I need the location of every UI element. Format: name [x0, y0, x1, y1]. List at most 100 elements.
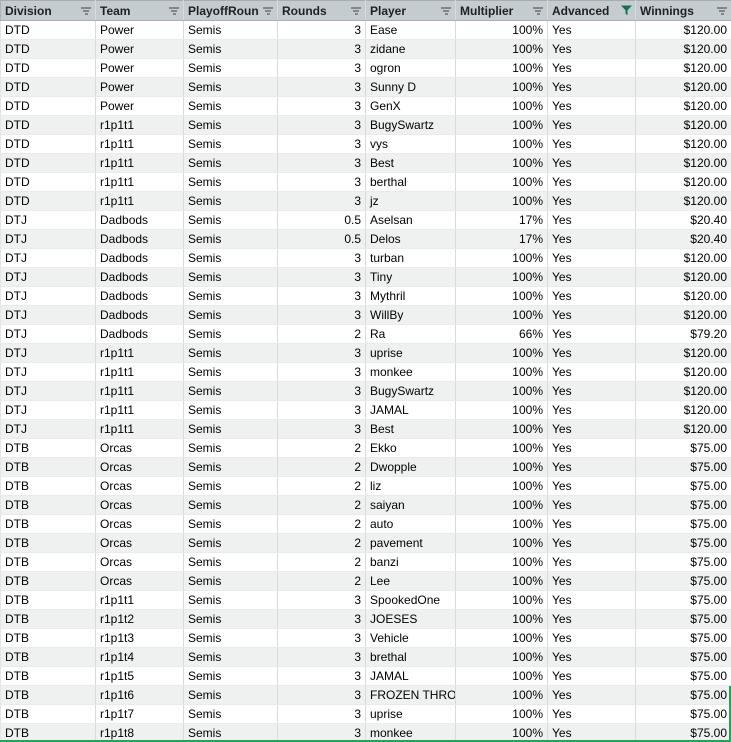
- cell-rounds[interactable]: 2: [277, 552, 366, 572]
- cell-multiplier[interactable]: 100%: [455, 381, 548, 401]
- filter-lines-icon[interactable]: [716, 5, 728, 16]
- cell-playoffroun[interactable]: Semis: [183, 362, 278, 382]
- cell-winnings[interactable]: $79.20: [635, 324, 731, 344]
- cell-division[interactable]: DTD: [0, 191, 96, 211]
- cell-playoffroun[interactable]: Semis: [183, 628, 278, 648]
- cell-advanced[interactable]: Yes: [547, 153, 636, 173]
- cell-team[interactable]: Dadbods: [95, 267, 184, 287]
- cell-winnings[interactable]: $120.00: [635, 305, 731, 325]
- cell-advanced[interactable]: Yes: [547, 590, 636, 610]
- cell-player[interactable]: berthal: [365, 172, 456, 192]
- cell-multiplier[interactable]: 100%: [455, 191, 548, 211]
- cell-playoffroun[interactable]: Semis: [183, 115, 278, 135]
- filter-lines-icon[interactable]: [262, 5, 274, 16]
- cell-rounds[interactable]: 2: [277, 324, 366, 344]
- cell-playoffroun[interactable]: Semis: [183, 495, 278, 515]
- cell-player[interactable]: BugySwartz: [365, 381, 456, 401]
- cell-multiplier[interactable]: 100%: [455, 400, 548, 420]
- cell-team[interactable]: Orcas: [95, 495, 184, 515]
- cell-team[interactable]: r1p1t1: [95, 153, 184, 173]
- cell-playoffroun[interactable]: Semis: [183, 172, 278, 192]
- cell-playoffroun[interactable]: Semis: [183, 647, 278, 667]
- cell-division[interactable]: DTD: [0, 39, 96, 59]
- cell-playoffroun[interactable]: Semis: [183, 590, 278, 610]
- cell-player[interactable]: FROZEN THRO: [365, 685, 456, 705]
- cell-winnings[interactable]: $75.00: [635, 704, 731, 724]
- cell-team[interactable]: Dadbods: [95, 210, 184, 230]
- cell-team[interactable]: Orcas: [95, 514, 184, 534]
- cell-division[interactable]: DTB: [0, 457, 96, 477]
- cell-winnings[interactable]: $75.00: [635, 495, 731, 515]
- cell-playoffroun[interactable]: Semis: [183, 58, 278, 78]
- cell-team[interactable]: r1p1t8: [95, 723, 184, 742]
- cell-rounds[interactable]: 3: [277, 305, 366, 325]
- cell-team[interactable]: Orcas: [95, 457, 184, 477]
- cell-winnings[interactable]: $120.00: [635, 286, 731, 306]
- cell-winnings[interactable]: $120.00: [635, 343, 731, 363]
- cell-winnings[interactable]: $120.00: [635, 191, 731, 211]
- cell-multiplier[interactable]: 100%: [455, 476, 548, 496]
- cell-playoffroun[interactable]: Semis: [183, 77, 278, 97]
- cell-division[interactable]: DTJ: [0, 324, 96, 344]
- cell-winnings[interactable]: $75.00: [635, 723, 731, 742]
- cell-multiplier[interactable]: 100%: [455, 438, 548, 458]
- cell-winnings[interactable]: $120.00: [635, 267, 731, 287]
- cell-winnings[interactable]: $75.00: [635, 457, 731, 477]
- cell-advanced[interactable]: Yes: [547, 77, 636, 97]
- cell-division[interactable]: DTJ: [0, 229, 96, 249]
- cell-winnings[interactable]: $75.00: [635, 628, 731, 648]
- cell-division[interactable]: DTB: [0, 723, 96, 742]
- cell-player[interactable]: vys: [365, 134, 456, 154]
- cell-winnings[interactable]: $75.00: [635, 533, 731, 553]
- cell-team[interactable]: r1p1t1: [95, 134, 184, 154]
- cell-playoffroun[interactable]: Semis: [183, 552, 278, 572]
- cell-playoffroun[interactable]: Semis: [183, 666, 278, 686]
- cell-playoffroun[interactable]: Semis: [183, 419, 278, 439]
- cell-advanced[interactable]: Yes: [547, 286, 636, 306]
- cell-playoffroun[interactable]: Semis: [183, 704, 278, 724]
- cell-division[interactable]: DTB: [0, 552, 96, 572]
- cell-playoffroun[interactable]: Semis: [183, 305, 278, 325]
- cell-team[interactable]: Dadbods: [95, 248, 184, 268]
- cell-player[interactable]: jz: [365, 191, 456, 211]
- cell-playoffroun[interactable]: Semis: [183, 96, 278, 116]
- cell-multiplier[interactable]: 100%: [455, 609, 548, 629]
- cell-player[interactable]: Best: [365, 419, 456, 439]
- cell-advanced[interactable]: Yes: [547, 172, 636, 192]
- cell-advanced[interactable]: Yes: [547, 666, 636, 686]
- cell-player[interactable]: Ra: [365, 324, 456, 344]
- cell-team[interactable]: r1p1t1: [95, 343, 184, 363]
- cell-division[interactable]: DTJ: [0, 381, 96, 401]
- cell-advanced[interactable]: Yes: [547, 267, 636, 287]
- cell-multiplier[interactable]: 100%: [455, 685, 548, 705]
- cell-multiplier[interactable]: 100%: [455, 39, 548, 59]
- cell-winnings[interactable]: $75.00: [635, 666, 731, 686]
- cell-division[interactable]: DTJ: [0, 400, 96, 420]
- cell-team[interactable]: r1p1t1: [95, 419, 184, 439]
- cell-player[interactable]: Ekko: [365, 438, 456, 458]
- cell-playoffroun[interactable]: Semis: [183, 400, 278, 420]
- cell-division[interactable]: DTJ: [0, 305, 96, 325]
- cell-playoffroun[interactable]: Semis: [183, 324, 278, 344]
- cell-player[interactable]: Dwopple: [365, 457, 456, 477]
- cell-playoffroun[interactable]: Semis: [183, 457, 278, 477]
- cell-team[interactable]: r1p1t1: [95, 381, 184, 401]
- cell-division[interactable]: DTD: [0, 134, 96, 154]
- cell-player[interactable]: WillBy: [365, 305, 456, 325]
- cell-playoffroun[interactable]: Semis: [183, 286, 278, 306]
- cell-player[interactable]: Tiny: [365, 267, 456, 287]
- cell-player[interactable]: auto: [365, 514, 456, 534]
- cell-advanced[interactable]: Yes: [547, 20, 636, 40]
- cell-winnings[interactable]: $75.00: [635, 476, 731, 496]
- cell-multiplier[interactable]: 100%: [455, 305, 548, 325]
- cell-advanced[interactable]: Yes: [547, 115, 636, 135]
- cell-team[interactable]: Power: [95, 77, 184, 97]
- cell-player[interactable]: SpookedOne: [365, 590, 456, 610]
- cell-multiplier[interactable]: 100%: [455, 20, 548, 40]
- cell-team[interactable]: r1p1t1: [95, 191, 184, 211]
- cell-winnings[interactable]: $120.00: [635, 58, 731, 78]
- cell-winnings[interactable]: $120.00: [635, 172, 731, 192]
- cell-playoffroun[interactable]: Semis: [183, 39, 278, 59]
- cell-advanced[interactable]: Yes: [547, 419, 636, 439]
- filter-lines-icon[interactable]: [440, 5, 452, 16]
